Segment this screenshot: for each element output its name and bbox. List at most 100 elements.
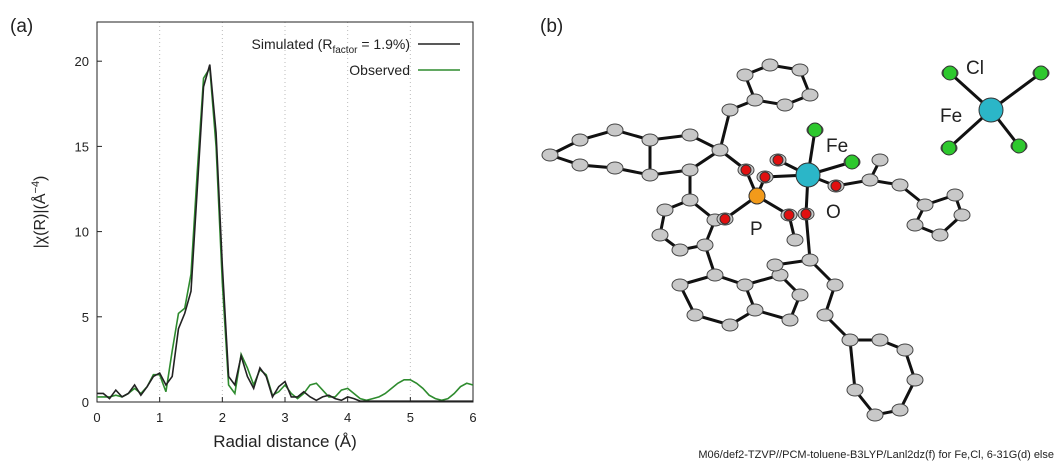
carbon-atom: [816, 308, 834, 322]
carbon-atom: [791, 63, 809, 77]
carbon-atom: [761, 58, 779, 72]
carbon-atom: [801, 88, 819, 102]
bond: [774, 174, 812, 267]
hetero-atom: [740, 164, 752, 176]
carbon-atom: [571, 133, 589, 147]
carbon-atom: [826, 278, 844, 292]
plot-frame: [96, 21, 474, 403]
carbon-atom: [791, 288, 809, 302]
carbon-atom: [801, 253, 819, 267]
carbon-atom: [681, 163, 699, 177]
legend-sub: factor: [332, 45, 358, 56]
y-tick-label: 15: [75, 139, 89, 154]
atom-label: O: [826, 202, 841, 223]
molecule: [541, 58, 1050, 422]
carbon-atom: [871, 333, 889, 347]
carbon-atom: [606, 161, 624, 175]
hetero-atom: [941, 140, 957, 156]
carbon-atom: [891, 403, 909, 417]
carbon-atom: [946, 188, 964, 202]
carbon-atom: [736, 68, 754, 82]
carbon-atom: [671, 278, 689, 292]
x-tick-label: 3: [281, 410, 288, 425]
x-tick-label: 6: [469, 410, 476, 425]
y-tick-label: 10: [75, 225, 89, 240]
hetero-atom: [844, 154, 860, 170]
caption: M06/def2-TZVP//PCM-toluene-B3LYP/Lanl2dz…: [698, 449, 1054, 461]
carbon-atom: [781, 313, 799, 327]
carbon-atom: [841, 333, 859, 347]
carbon-atom: [686, 308, 704, 322]
carbon-atom: [721, 318, 739, 332]
hetero-atom: [759, 171, 771, 183]
y-axis-label-main: |χ(R)|(Å: [30, 193, 49, 248]
data-line: [97, 64, 473, 402]
hetero-atom: [1011, 138, 1027, 154]
carbon-atom: [711, 143, 729, 157]
atom-label: Cl: [966, 58, 984, 79]
atom-label: Fe: [826, 136, 848, 157]
hetero-atom: [942, 65, 958, 81]
carbon-atom: [721, 103, 739, 117]
hetero-atom: [772, 154, 784, 166]
carbon-atom: [866, 408, 884, 422]
hetero-atom: [807, 122, 823, 138]
carbon-atom: [571, 158, 589, 172]
carbon-atom: [671, 243, 689, 257]
x-tick-label: 1: [156, 410, 163, 425]
carbon-atom: [696, 238, 714, 252]
carbon-atom: [766, 258, 784, 272]
y-tick-label: 20: [75, 54, 89, 69]
legend-label: Observed: [349, 62, 410, 78]
legend-text: = 1.9%): [357, 36, 410, 52]
carbon-atom: [776, 98, 794, 112]
hetero-atom: [719, 213, 731, 225]
carbon-atom: [736, 278, 754, 292]
carbon-atom: [871, 153, 889, 167]
carbon-atom: [681, 128, 699, 142]
carbon-atom: [641, 168, 659, 182]
panel-label: (b): [540, 16, 563, 37]
carbon-atom: [651, 228, 669, 242]
legend-label: Simulated (Rfactor = 1.9%): [252, 36, 410, 56]
legend-text: Observed: [349, 62, 410, 78]
hetero-atom: [1033, 65, 1049, 81]
carbon-atom: [606, 123, 624, 137]
carbon-atom: [931, 228, 949, 242]
carbon-atom: [953, 208, 971, 222]
carbon-atom: [906, 218, 924, 232]
atom-label: Fe: [940, 106, 962, 127]
bond: [807, 173, 964, 237]
carbon-atom: [786, 233, 804, 247]
carbon-atom: [906, 373, 924, 387]
carbon-atom: [706, 268, 724, 282]
carbon-atom: [896, 343, 914, 357]
carbon-atom: [681, 193, 699, 207]
x-tick-label: 0: [93, 410, 100, 425]
hetero-atom: [800, 208, 812, 220]
carbon-atom: [916, 198, 934, 212]
y-axis-label: |χ(R)|(Å−4): [30, 176, 49, 249]
x-tick-label: 5: [407, 410, 414, 425]
x-axis-label: Radial distance (Å): [213, 432, 357, 451]
y-axis-label-sup: −4: [30, 181, 42, 194]
carbon-atom: [746, 303, 764, 317]
carbon-atom: [846, 383, 864, 397]
carbon-atom: [861, 173, 879, 187]
hetero-atom: [795, 162, 821, 188]
carbon-atom: [641, 133, 659, 147]
hetero-atom: [978, 97, 1004, 123]
atom-label: P: [750, 219, 763, 240]
carbon-atom: [746, 93, 764, 107]
y-axis-label-end: ): [32, 176, 49, 181]
y-tick-label: 5: [82, 310, 89, 325]
x-tick-label: 2: [219, 410, 226, 425]
x-tick-label: 4: [344, 410, 351, 425]
panel-label: (a): [10, 16, 33, 37]
hetero-atom: [830, 180, 842, 192]
carbon-atom: [891, 178, 909, 192]
hetero-atom: [748, 187, 766, 205]
carbon-atom: [541, 148, 559, 162]
legend-text: Simulated (R: [252, 36, 333, 52]
hetero-atom: [783, 209, 795, 221]
